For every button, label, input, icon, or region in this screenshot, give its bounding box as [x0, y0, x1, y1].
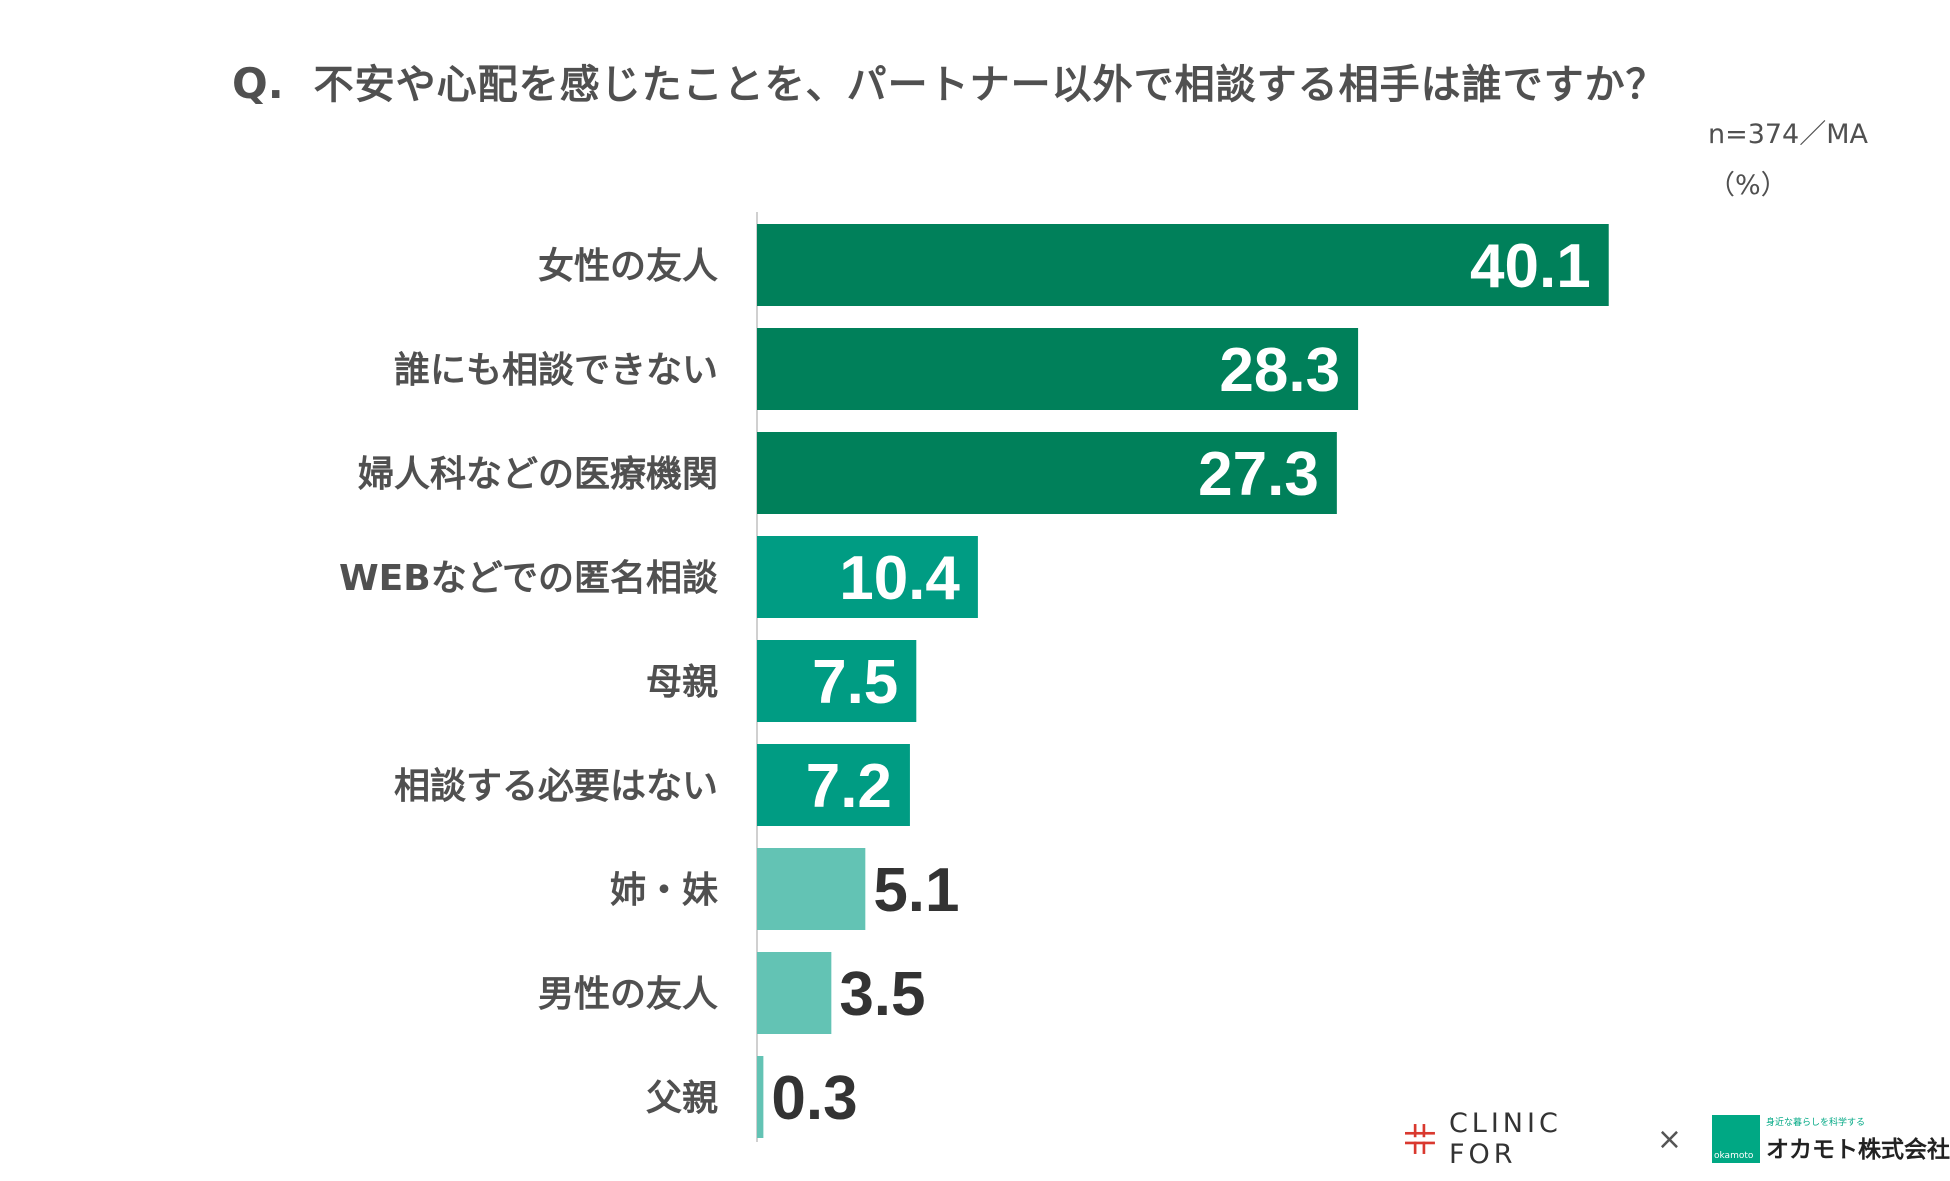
okamoto-logo-text: オカモト株式会社: [1766, 1136, 1950, 1163]
okamoto-logo-small-text: okamoto: [1714, 1151, 1754, 1161]
category-label: WEBなどでの匿名相談: [339, 558, 718, 599]
bar: [757, 536, 978, 618]
clinic-for-logo-text: CLINIC FOR: [1448, 1108, 1562, 1170]
bar: [757, 224, 1609, 306]
bar: [757, 328, 1359, 410]
bar: [757, 432, 1337, 514]
clinic-for-logo-icon: [1405, 1124, 1435, 1154]
bar: [757, 848, 866, 930]
collaboration-mark: ×: [1656, 1121, 1682, 1157]
category-label: 姉・妹: [610, 870, 718, 911]
okamoto-tagline: 身近な暮らしを科学する: [1766, 1117, 1866, 1128]
value-label: 5.1: [873, 856, 959, 925]
category-label: 相談する必要はない: [394, 766, 718, 807]
question-text: 不安や心配を感じたことを、パートナー以外で相談する相手は誰ですか？: [313, 62, 1667, 108]
value-label: 28.3: [1219, 336, 1340, 405]
category-label: 誰にも相談できない: [394, 350, 718, 391]
category-label: 女性の友人: [538, 246, 718, 287]
chart-title: Q. 不安や心配を感じたことを、パートナー以外で相談する相手は誰ですか？: [232, 52, 1667, 110]
value-label: 0.3: [771, 1064, 857, 1133]
value-label: 7.5: [812, 648, 898, 717]
bar: [757, 1056, 764, 1138]
category-label: 父親: [646, 1078, 718, 1119]
sample-size-note: n=374／MA: [1707, 119, 1868, 150]
footer-logos: CLINIC FOR × okamoto 身近な暮らしを科学する オカモト株式会…: [1405, 1108, 1950, 1170]
bar: [757, 952, 832, 1034]
category-label: 母親: [646, 662, 718, 703]
unit-note: （%）: [1708, 170, 1788, 201]
value-label: 3.5: [839, 960, 925, 1029]
okamoto-logo: okamoto 身近な暮らしを科学する オカモト株式会社: [1712, 1115, 1950, 1164]
question-label: Q.: [232, 59, 284, 108]
value-label: 7.2: [806, 752, 892, 821]
okamoto-logo-mark: okamoto: [1712, 1115, 1760, 1163]
category-label: 男性の友人: [538, 974, 718, 1015]
value-label: 27.3: [1198, 440, 1319, 509]
value-label: 40.1: [1470, 232, 1591, 301]
value-label: 10.4: [839, 544, 960, 613]
category-label: 婦人科などの医療機関: [358, 454, 718, 495]
bar: [757, 640, 917, 722]
bar: [757, 744, 910, 826]
